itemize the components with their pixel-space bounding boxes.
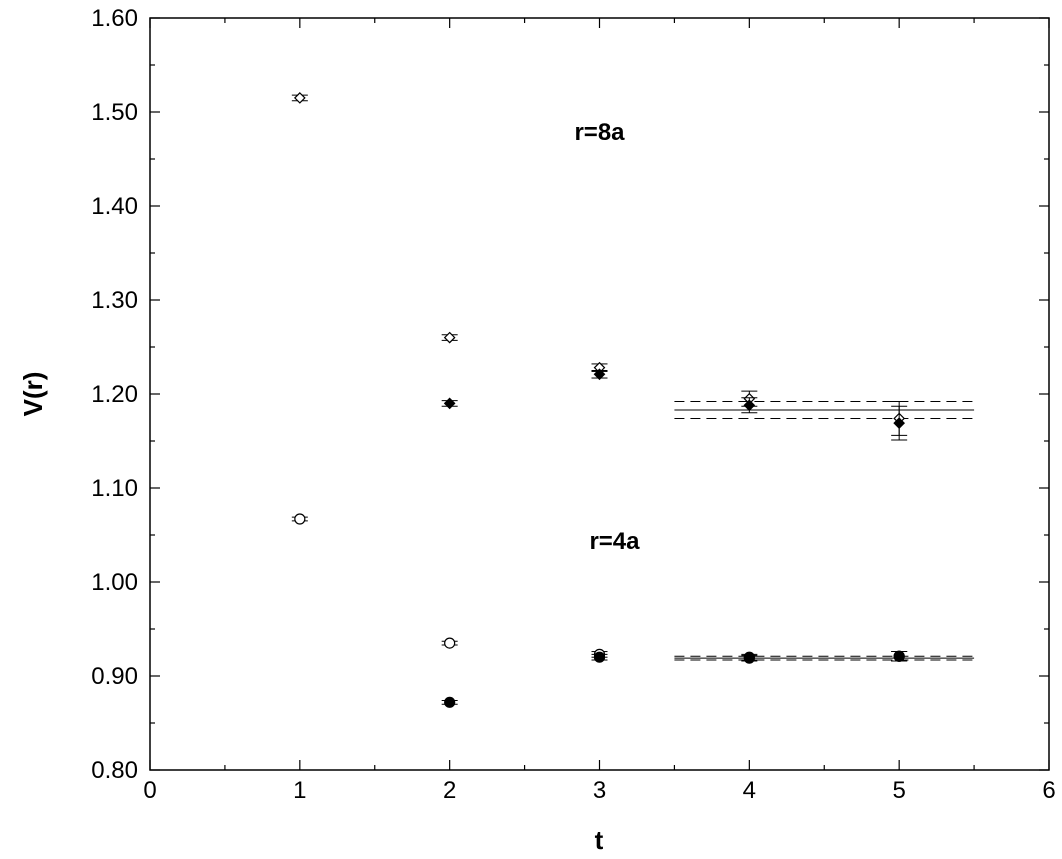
x-tick-label: 4 — [743, 777, 756, 804]
open-diamond-point — [443, 331, 456, 344]
y-tick-label: 0.90 — [91, 663, 138, 690]
filled-circle-point — [444, 696, 456, 708]
x-tick-label: 2 — [443, 777, 456, 804]
annotation-r8a: r=8a — [574, 119, 625, 146]
x-tick-label: 1 — [293, 777, 306, 804]
x-axis-title: t — [595, 825, 604, 855]
filled-diamond-point — [443, 397, 456, 410]
x-tick-label: 0 — [143, 777, 156, 804]
annotation-r4a: r=4a — [589, 528, 640, 555]
y-tick-label: 1.60 — [91, 5, 138, 32]
y-tick-label: 0.80 — [91, 757, 138, 784]
filled-circle-point — [893, 650, 905, 662]
y-tick-label: 1.50 — [91, 99, 138, 126]
x-tick-label: 5 — [892, 777, 905, 804]
open-circle-point — [444, 637, 456, 649]
ticks — [149, 17, 1050, 771]
open-circle-point — [294, 513, 306, 525]
fit-bands — [674, 401, 975, 661]
y-tick-label: 1.10 — [91, 475, 138, 502]
filled-circle-point — [743, 652, 755, 664]
filled-circle-point — [593, 651, 606, 663]
open-diamond-point — [293, 92, 306, 104]
x-tick-label: 6 — [1042, 777, 1055, 804]
y-tick-label: 1.40 — [91, 193, 138, 220]
tick-labels: 0 1 2 3 4 5 6 0.80 0.90 1.00 1.10 1.20 1.30 1.40 1.50 1… — [91, 5, 1055, 804]
y-axis-title: V(r) — [18, 372, 48, 417]
filled-diamond-point — [893, 417, 906, 429]
y-tick-label: 1.20 — [91, 381, 138, 408]
y-tick-label: 1.00 — [91, 569, 138, 596]
filled-diamond-point — [743, 399, 756, 412]
data-points — [291, 92, 908, 708]
filled-diamond-point — [593, 368, 606, 381]
x-tick-label: 3 — [593, 777, 606, 804]
y-tick-label: 1.30 — [91, 287, 138, 314]
